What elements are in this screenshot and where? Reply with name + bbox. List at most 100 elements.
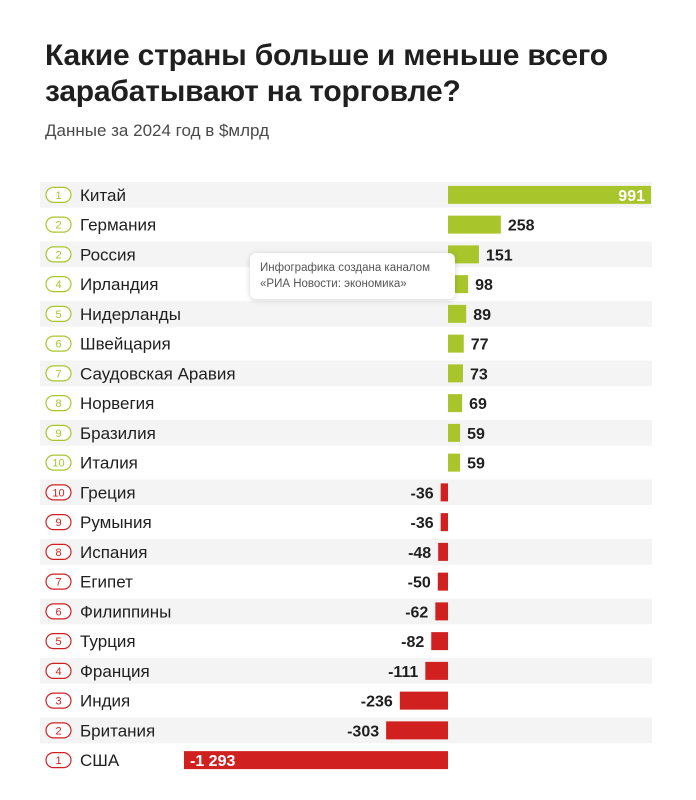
row-stripe <box>40 301 652 327</box>
bar <box>386 721 448 740</box>
bar-row: 4 Ирландия 98 <box>45 275 493 294</box>
bar-row: 10 Италия 59 <box>45 453 485 473</box>
country-label: США <box>80 751 120 770</box>
value-label: 98 <box>475 277 493 294</box>
value-label: 59 <box>467 456 485 473</box>
rank-badge <box>45 395 72 412</box>
bar-row: 2 Германия 258 <box>45 215 535 235</box>
bar <box>448 215 501 234</box>
rank-badge <box>45 633 72 650</box>
bar <box>448 304 467 323</box>
bar <box>448 423 461 442</box>
tooltip-line-1: Инфографика создана каналом <box>260 262 431 274</box>
bar-row: 7 Египет -50 <box>45 572 448 592</box>
row-stripe <box>40 539 652 565</box>
value-label: 59 <box>467 426 485 443</box>
country-label: Испания <box>80 543 147 562</box>
bar-row: 6 Швейцария 77 <box>45 334 489 354</box>
rank-badge <box>45 454 72 471</box>
rank-number: 6 <box>55 339 61 351</box>
rank-number: 7 <box>55 577 61 589</box>
rank-number: 4 <box>55 666 61 678</box>
bar <box>435 602 448 621</box>
value-label: -111 <box>388 664 418 681</box>
rank-badge <box>45 424 72 441</box>
country-label: Италия <box>80 454 138 473</box>
value-label: -48 <box>408 545 431 562</box>
rank-number: 2 <box>55 249 61 261</box>
rank-badge <box>45 335 72 352</box>
rank-number: 5 <box>55 636 61 648</box>
row-stripe <box>40 360 652 387</box>
country-label: Румыния <box>80 513 152 532</box>
country-label: Филиппины <box>80 602 171 621</box>
bar <box>440 513 448 532</box>
bar <box>448 364 463 383</box>
bar-row: 8 Норвегия 69 <box>45 394 487 413</box>
value-label: 89 <box>473 307 491 324</box>
country-label: Китай <box>80 186 126 205</box>
rank-badge <box>45 722 72 739</box>
rank-badge <box>45 752 72 769</box>
value-label: -36 <box>411 515 434 532</box>
bar-row: 4 Франция -111 <box>40 658 652 684</box>
value-label: -303 <box>347 723 379 740</box>
bar-row: 3 Индия -236 <box>45 691 448 711</box>
rank-badge <box>45 543 72 560</box>
rank-number: 2 <box>55 220 61 232</box>
country-label: Индия <box>80 692 130 711</box>
bar-row: 10 Греция -36 <box>40 479 652 506</box>
rank-badge <box>45 573 72 590</box>
value-label: -36 <box>411 485 434 502</box>
rank-badge <box>45 216 72 233</box>
bar <box>431 632 448 651</box>
value-label: 69 <box>469 396 487 413</box>
bar-row: 6 Филиппины -62 <box>40 598 652 625</box>
rank-number: 5 <box>55 309 61 321</box>
rank-badge <box>45 186 72 203</box>
rank-number: 9 <box>55 428 61 440</box>
country-label: Бразилия <box>80 424 156 443</box>
bar-row: 9 Бразилия 59 <box>40 420 652 446</box>
country-label: Германия <box>80 216 156 235</box>
bar <box>440 483 448 502</box>
rank-badge <box>45 692 72 709</box>
row-stripe <box>40 420 652 446</box>
value-label: 77 <box>471 337 489 354</box>
bar <box>448 185 651 204</box>
rank-badge <box>45 603 72 620</box>
rank-number: 7 <box>55 368 61 380</box>
bar <box>425 661 448 680</box>
bar <box>448 394 463 413</box>
chart-title: Какие страны больше и меньше всего зараб… <box>45 39 608 108</box>
country-label: Ирландия <box>80 275 158 294</box>
bar-row: 7 Саудовская Аравия 73 <box>40 360 652 387</box>
value-label: -62 <box>405 604 428 621</box>
country-label: Саудовская Аравия <box>80 364 236 383</box>
rank-badge <box>45 305 72 322</box>
bar-row: 5 Турция -82 <box>45 632 448 651</box>
value-label: 258 <box>508 218 535 235</box>
value-label: -236 <box>361 694 393 711</box>
rank-badge <box>45 365 72 382</box>
country-label: Турция <box>80 632 136 651</box>
rank-number: 3 <box>55 696 61 708</box>
value-label: 991 <box>618 188 645 205</box>
country-label: Швейцария <box>80 335 171 354</box>
bar-row: 8 Испания -48 <box>40 539 652 565</box>
rank-number: 10 <box>52 458 64 470</box>
bar-row: 9 Румыния -36 <box>45 513 448 532</box>
row-stripe <box>40 479 652 506</box>
bar <box>437 572 448 591</box>
bar-row: 2 Британия -303 <box>40 717 652 744</box>
rank-badge <box>45 662 72 679</box>
bar-row: 5 Нидерланды 89 <box>40 301 652 327</box>
rank-number: 4 <box>55 279 61 291</box>
bar <box>438 542 448 561</box>
row-stripe <box>40 598 652 625</box>
country-label: Греция <box>80 483 136 502</box>
value-label: 151 <box>486 247 513 264</box>
rank-number: 1 <box>55 190 61 202</box>
rank-number: 8 <box>55 398 61 410</box>
